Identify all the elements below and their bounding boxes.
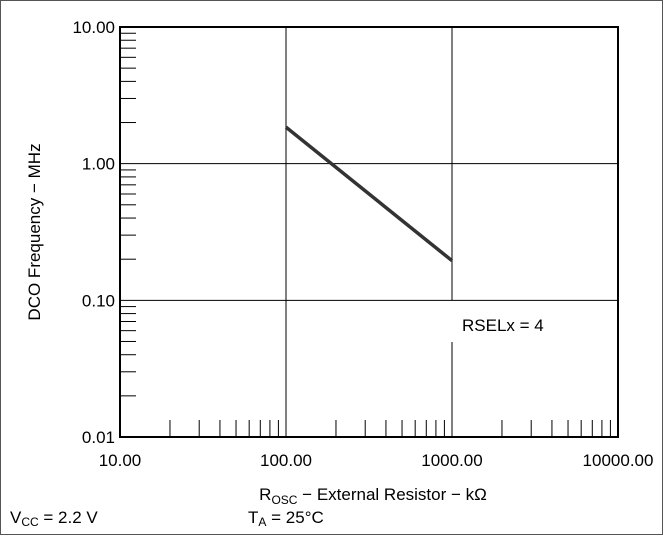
vcc-condition: VCC = 2.2 V (10, 508, 98, 529)
plot-area (119, 26, 619, 438)
vcc-rest: = 2.2 V (38, 508, 98, 527)
ta-rest: = 25°C (266, 508, 324, 527)
y-tick-label: 0.10 (82, 291, 115, 310)
y-tick-label: 10.00 (72, 18, 115, 37)
y-tick-label: 1.00 (82, 155, 115, 174)
series-line (284, 125, 454, 263)
ta-condition: TA = 25°C (248, 508, 324, 529)
y-axis-label: DCO Frequency − MHz (25, 143, 44, 320)
vcc-sub: CC (21, 515, 39, 529)
x-tick-label: 100.00 (260, 451, 312, 470)
ta-main: T (248, 508, 259, 527)
x-tick-label: 10.00 (99, 451, 142, 470)
x-tick-label: 1000.00 (421, 451, 482, 470)
vcc-main: V (10, 508, 22, 527)
x-axis-label: ROSC − External Resistor − kΩ (259, 485, 487, 507)
y-tick-label: 0.01 (82, 428, 115, 447)
ta-sub: A (258, 515, 267, 529)
x-tick-label: 10000.00 (583, 451, 654, 470)
rsel-annotation: RSELx = 4 (462, 316, 544, 335)
